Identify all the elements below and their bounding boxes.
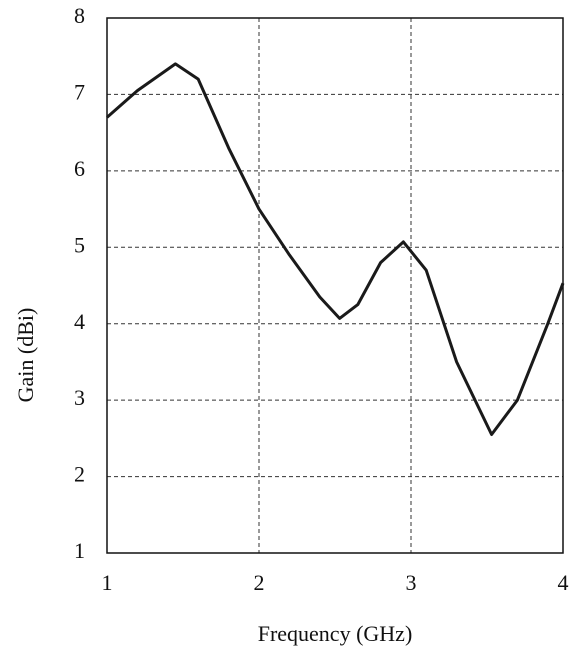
x-tick-label: 4 bbox=[558, 570, 569, 595]
data-line bbox=[106, 62, 565, 436]
y-tick-label: 6 bbox=[74, 156, 85, 181]
y-tick-label: 8 bbox=[74, 3, 85, 28]
plot-frame bbox=[106, 17, 564, 554]
y-tick-label: 4 bbox=[74, 309, 85, 334]
y-axis-label: Gain (dBi) bbox=[13, 308, 38, 403]
x-tick-label: 3 bbox=[406, 570, 417, 595]
y-tick-label: 1 bbox=[74, 538, 85, 563]
y-tick-label: 7 bbox=[74, 79, 85, 104]
x-tick-label: 2 bbox=[254, 570, 265, 595]
y-tick-label: 5 bbox=[74, 232, 85, 257]
y-tick-label: 2 bbox=[74, 462, 85, 487]
y-tick-label: 3 bbox=[74, 385, 85, 410]
x-tick-label: 1 bbox=[102, 570, 113, 595]
x-axis-label: Frequency (GHz) bbox=[258, 621, 413, 646]
